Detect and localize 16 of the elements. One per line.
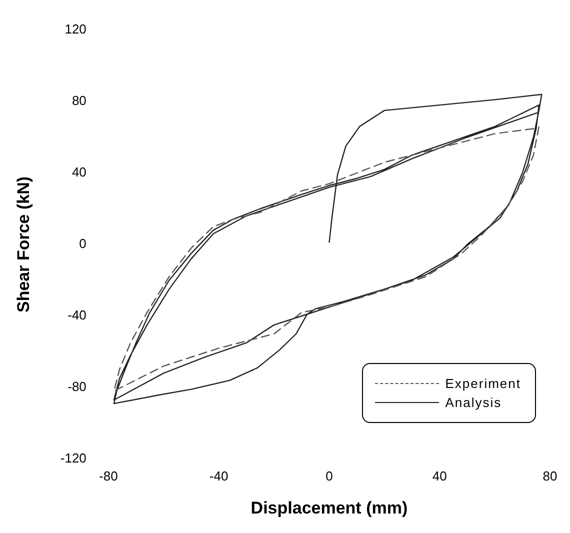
x-tick-label: -80 [99,468,118,484]
y-tick-label: 120 [64,22,86,37]
legend-label: Analysis [445,394,502,412]
y-tick-label: -120 [60,450,86,466]
x-tick-label: -40 [209,468,228,484]
y-tick-label: 40 [72,164,86,180]
x-tick-label: 40 [432,468,447,484]
legend-label: Experiment [445,375,521,393]
x-tick-label: 80 [542,468,558,484]
y-tick-label: -40 [68,308,86,323]
y-axis-title: Shear Force (kN) [14,176,33,313]
x-tick-label: 0 [326,468,333,484]
y-tick-label: -80 [68,379,86,394]
y-tick-label: 0 [79,236,86,252]
x-axis-title: Displacement (mm) [250,498,408,518]
y-tick-label: 80 [72,93,86,108]
